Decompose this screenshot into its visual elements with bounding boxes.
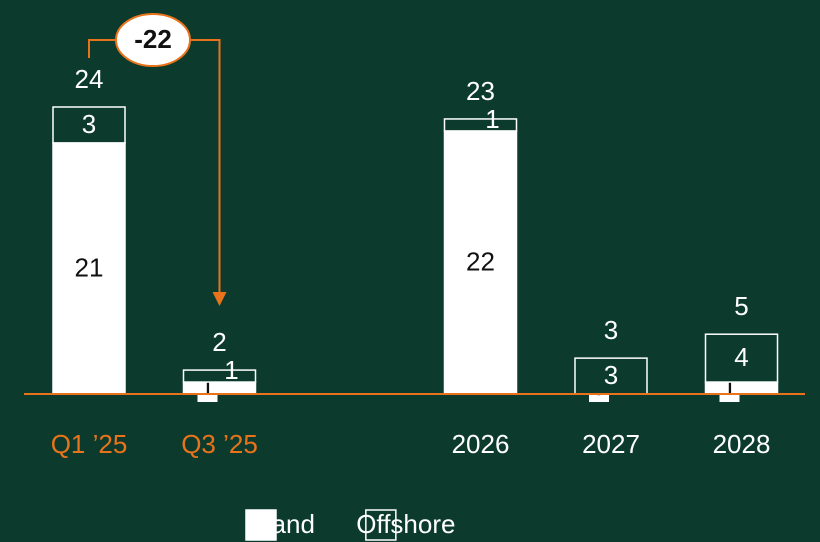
legend-label: Land	[257, 509, 315, 539]
legend-swatch	[245, 509, 277, 541]
segment-label: 4	[734, 342, 748, 372]
x-tick-label: 2026	[452, 429, 510, 459]
bar-segment	[52, 142, 126, 395]
total-label: 2	[212, 327, 226, 357]
total-label: 23	[466, 76, 495, 106]
bar-segment	[443, 118, 518, 132]
x-tick-label: 2027	[582, 429, 640, 459]
x-tick-label: Q1 ’25	[51, 429, 128, 459]
bar-segment	[704, 333, 779, 383]
segment-label: 1	[224, 355, 238, 385]
annotation: -22	[134, 24, 172, 54]
legend-label: Offshore	[356, 509, 455, 539]
total-label: 3	[604, 315, 618, 345]
total-label: 5	[734, 291, 748, 321]
segment-label: 3	[604, 360, 618, 390]
bar-segment	[443, 130, 518, 395]
bar-segment	[704, 381, 779, 395]
segment-label: 3	[82, 109, 96, 139]
bar-segment	[574, 357, 648, 395]
total-label: 24	[75, 64, 104, 94]
segment-label: 1	[485, 104, 499, 134]
bar-segment	[182, 381, 257, 395]
x-tick-label: Q3 ’25	[181, 429, 258, 459]
annotation-bubble	[115, 13, 191, 67]
arrow-head	[212, 292, 227, 306]
segment-label: 21	[75, 252, 104, 282]
legend-swatch	[365, 509, 397, 541]
bar-segment	[182, 369, 257, 383]
segment-label: 22	[466, 246, 495, 276]
x-tick-label: 2028	[713, 429, 771, 459]
bar-segment	[52, 106, 126, 144]
